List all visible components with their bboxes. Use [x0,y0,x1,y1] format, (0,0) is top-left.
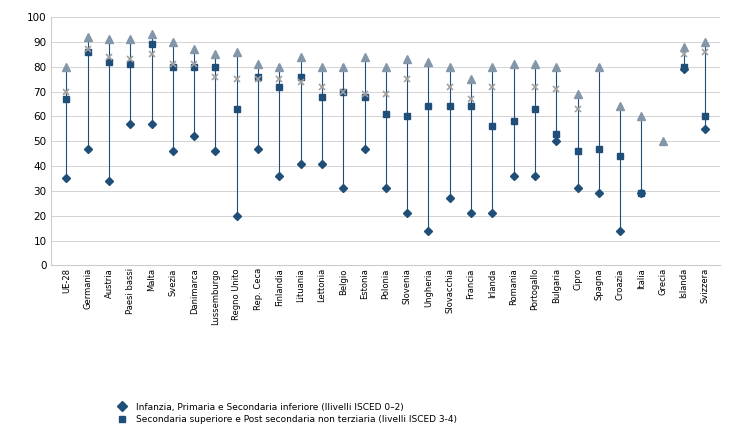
Legend: Infanzia, Primaria e Secondaria inferiore (Ilivelli ISCED 0–2), Secondaria super: Infanzia, Primaria e Secondaria inferior… [110,399,460,428]
